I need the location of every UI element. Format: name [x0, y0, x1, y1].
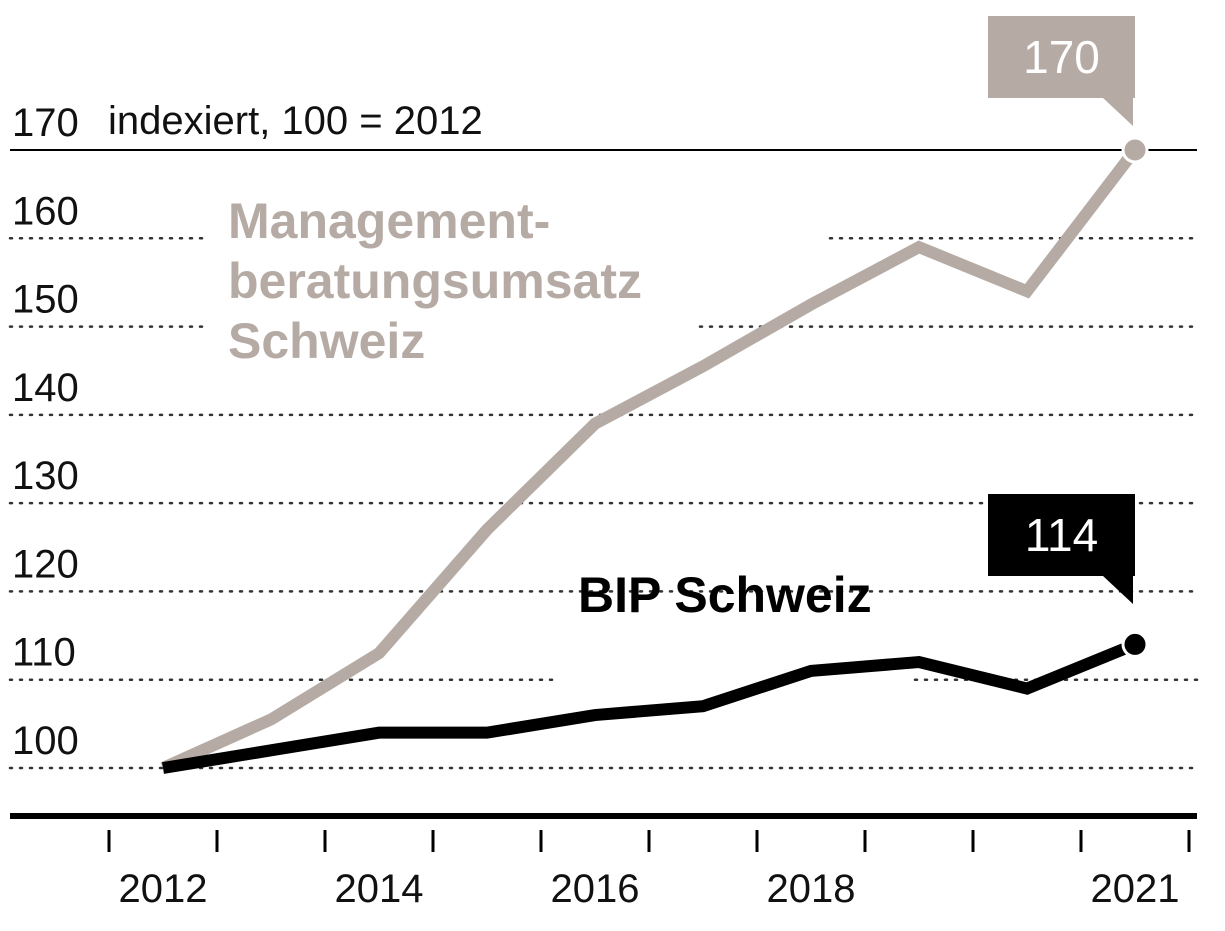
y-tick-label: 140	[12, 366, 79, 410]
callout-value: 114	[1025, 509, 1098, 561]
series-lines	[160, 136, 1149, 774]
callouts: 170 114	[988, 16, 1135, 604]
grid-lines	[8, 149, 1199, 770]
y-tick-label: 130	[12, 454, 79, 498]
series-label-gdp: BIP Schweiz	[578, 567, 872, 623]
callout-box	[988, 494, 1135, 576]
unit-label: indexiert, 100 = 2012	[108, 99, 483, 143]
series-line-gdp	[162, 638, 1138, 774]
y-axis-labels: 100 110 120 130 140 150 160 170	[12, 101, 79, 763]
y-tick-label: 150	[12, 278, 79, 322]
callout-value: 170	[1023, 31, 1100, 83]
callout-gdp: 114	[988, 494, 1135, 604]
callout-management: 170	[988, 16, 1135, 126]
y-tick-label: 170	[12, 101, 79, 145]
data-point	[1121, 630, 1149, 658]
x-tick-label: 2016	[551, 867, 640, 911]
callout-pointer	[1103, 576, 1133, 604]
x-axis-labels: 2012 2014 2016 2018 2021	[119, 867, 1180, 911]
series-label-line: Schweiz	[228, 313, 425, 369]
callout-pointer	[1103, 98, 1133, 126]
series-label-line: beratungsumsatz	[228, 253, 642, 309]
y-tick-label: 110	[12, 631, 76, 675]
y-tick-label: 120	[12, 542, 79, 586]
callout-box	[988, 16, 1135, 98]
x-tick-label: 2021	[1091, 867, 1180, 911]
x-axis-ticks	[107, 830, 1191, 852]
x-tick-label: 2014	[335, 867, 424, 911]
x-tick-label: 2018	[767, 867, 856, 911]
series-label-line: BIP Schweiz	[578, 567, 872, 623]
series-line-management	[160, 146, 1140, 774]
data-point	[1121, 136, 1149, 164]
x-tick-label: 2012	[119, 867, 208, 911]
series-label-line: Management-	[228, 193, 550, 249]
y-tick-label: 160	[12, 189, 79, 233]
y-tick-label: 100	[12, 719, 79, 763]
